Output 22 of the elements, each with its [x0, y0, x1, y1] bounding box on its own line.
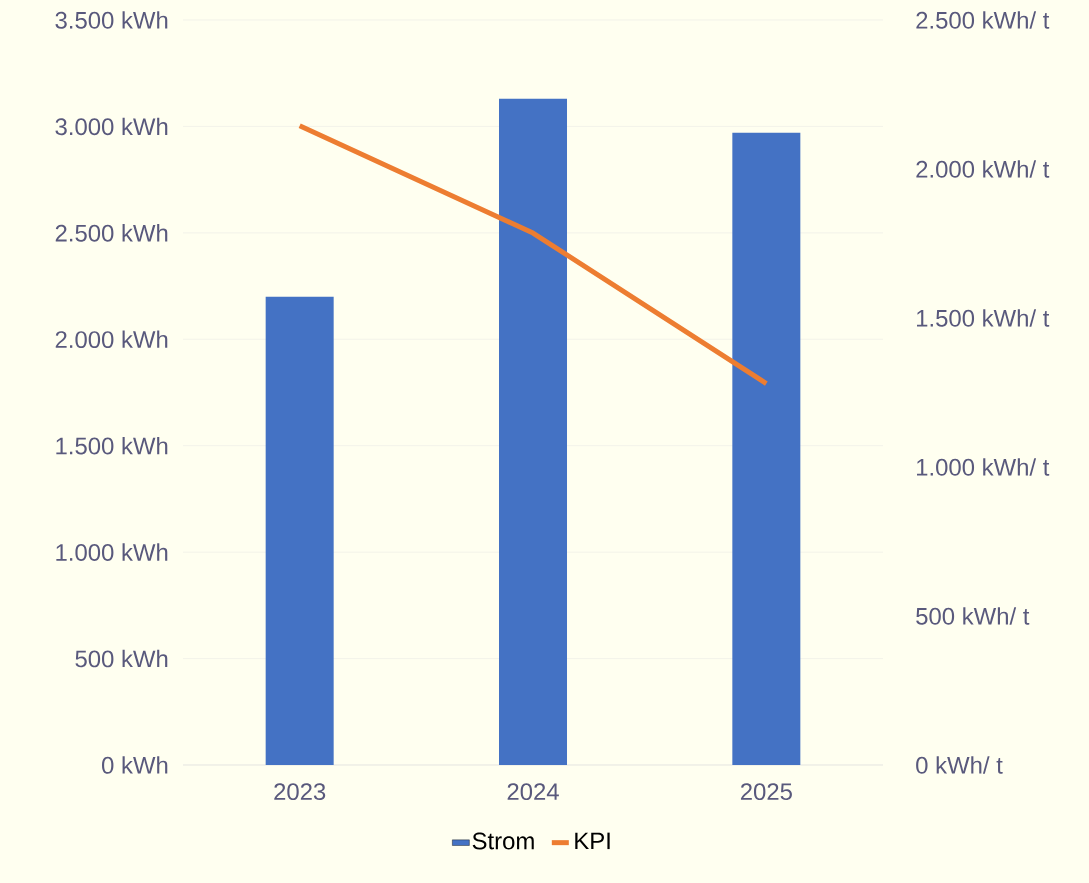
- bar: [499, 98, 567, 765]
- y2-tick-label: 2.000 kWh/ t: [916, 160, 1050, 178]
- y2-tick-label: 1.500 kWh/ t: [917, 309, 1050, 327]
- y-tick-label: 3.500 kWh: [55, 11, 168, 29]
- x-tick-label: 2025: [740, 783, 792, 801]
- x-tick-label: 2023: [274, 783, 326, 801]
- legend-label: KPI: [575, 832, 610, 850]
- y-tick-label: 2.000 kWh: [55, 330, 168, 349]
- y2-tick-label: 0 kWh/ t: [916, 756, 1003, 774]
- y-tick-label: 3.000 kWh: [55, 117, 168, 136]
- y-tick-label: 1.500 kWh: [56, 436, 168, 455]
- y-tick-label: 2.500 kWh: [55, 224, 168, 242]
- bar: [265, 296, 334, 765]
- y-tick-label: 1.000 kWh: [56, 543, 168, 561]
- y-tick-label: 0 kWh: [102, 756, 168, 774]
- x-tick-label: 2024: [507, 783, 559, 801]
- y2-tick-label: 500 kWh/ t: [916, 607, 1030, 625]
- y2-tick-label: 1.000 kWh/ t: [917, 458, 1050, 476]
- y2-tick-label: 2.500 kWh/ t: [916, 11, 1050, 29]
- bar: [732, 132, 801, 765]
- y-tick-label: 500 kWh: [75, 649, 168, 668]
- legend-label: Strom: [472, 832, 534, 850]
